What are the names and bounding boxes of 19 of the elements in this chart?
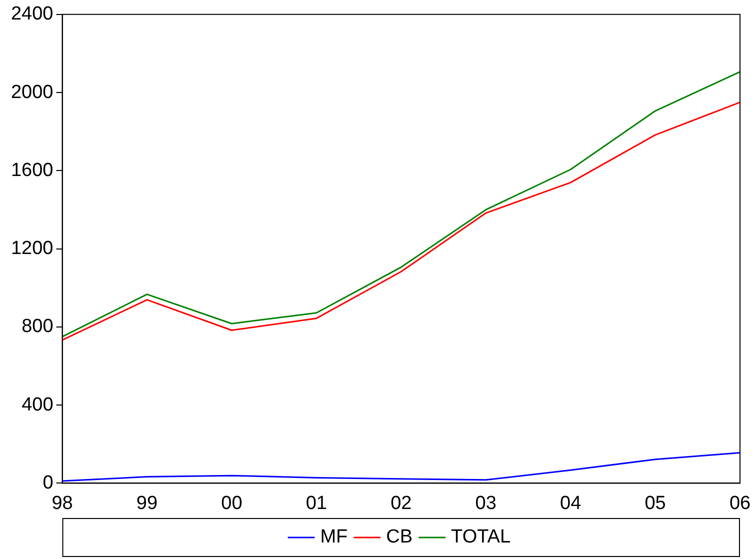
x-tick-label: 98 [52, 492, 73, 514]
x-tick-label: 01 [306, 492, 327, 514]
x-tick-label: 04 [560, 492, 582, 514]
y-tick-label: 1200 [10, 238, 54, 260]
x-tick-label: 03 [475, 492, 496, 514]
y-tick-label: 1600 [10, 160, 54, 181]
y-tick-label: 400 [22, 394, 54, 416]
legend-label: TOTAL [451, 526, 511, 548]
y-tick-label: 2000 [10, 82, 54, 103]
x-tick-label: 00 [221, 492, 242, 514]
legend-label: MF [320, 526, 348, 548]
legend-label: CB [386, 526, 413, 548]
y-tick-label: 2400 [10, 4, 54, 25]
x-tick-label: 99 [136, 492, 158, 514]
y-tick-label: 0 [42, 472, 54, 494]
y-tick-label: 800 [22, 316, 54, 338]
x-tick-label: 06 [729, 492, 751, 514]
x-tick-label: 02 [390, 492, 412, 514]
x-tick-label: 05 [644, 492, 666, 514]
